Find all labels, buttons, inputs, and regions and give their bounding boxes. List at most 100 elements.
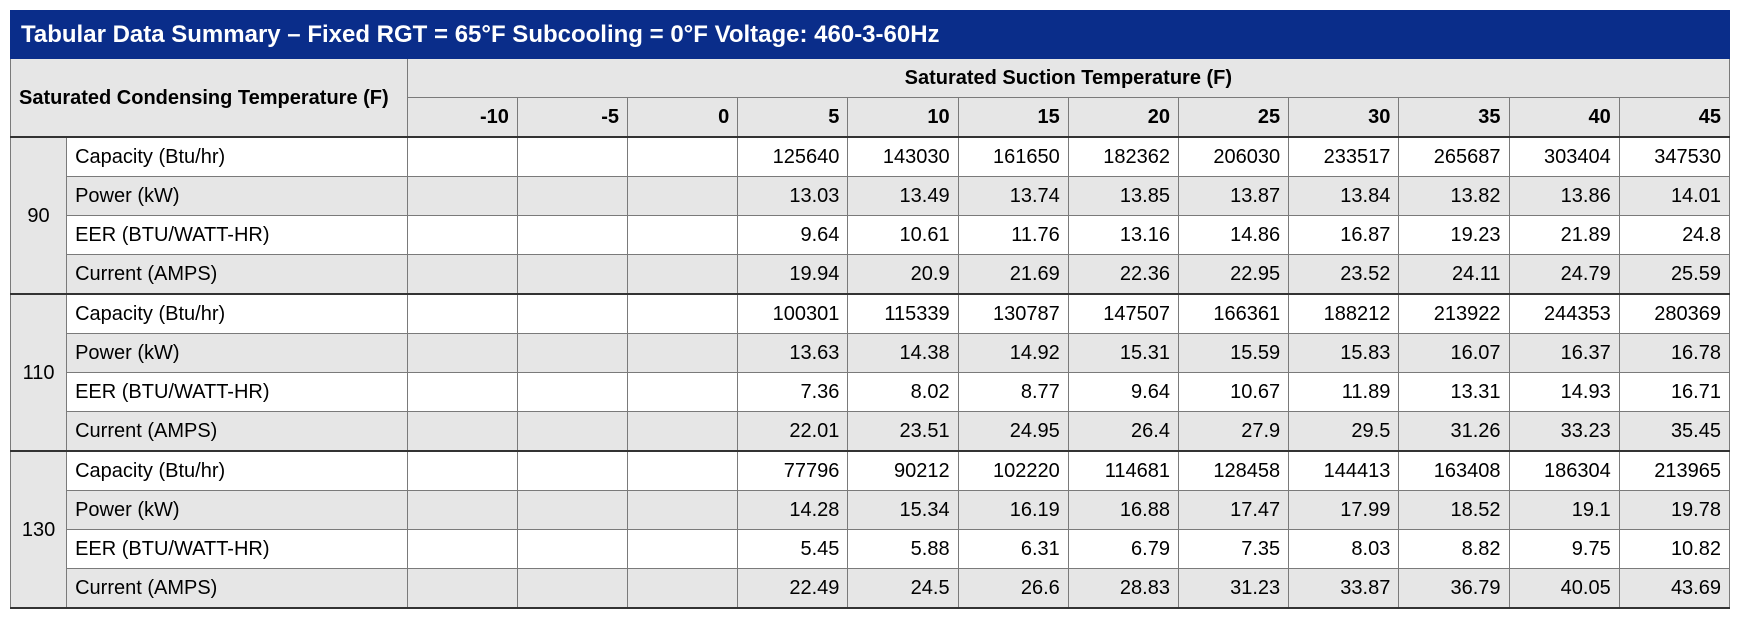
data-cell: 303404 bbox=[1509, 137, 1619, 177]
data-cell: 16.71 bbox=[1619, 373, 1729, 412]
data-cell: 14.28 bbox=[738, 491, 848, 530]
data-cell: 8.03 bbox=[1289, 530, 1399, 569]
metric-label: EER (BTU/WATT-HR) bbox=[67, 530, 408, 569]
data-cell: 8.77 bbox=[958, 373, 1068, 412]
data-cell: 15.31 bbox=[1068, 334, 1178, 373]
data-cell: 11.76 bbox=[958, 216, 1068, 255]
cond-temp-header: Saturated Condensing Temperature (F) bbox=[11, 59, 408, 138]
data-cell: 23.52 bbox=[1289, 255, 1399, 295]
data-cell: 144413 bbox=[1289, 451, 1399, 491]
suction-col-8: 30 bbox=[1289, 98, 1399, 138]
data-cell: 188212 bbox=[1289, 294, 1399, 334]
metric-label: Capacity (Btu/hr) bbox=[67, 137, 408, 177]
table-row: EER (BTU/WATT-HR)7.368.028.779.6410.6711… bbox=[11, 373, 1730, 412]
data-cell bbox=[407, 491, 517, 530]
metric-label: Current (AMPS) bbox=[67, 412, 408, 452]
data-cell: 244353 bbox=[1509, 294, 1619, 334]
data-cell: 24.8 bbox=[1619, 216, 1729, 255]
data-cell: 24.5 bbox=[848, 569, 958, 609]
metric-label: Capacity (Btu/hr) bbox=[67, 451, 408, 491]
data-cell bbox=[517, 451, 627, 491]
data-cell: 13.86 bbox=[1509, 177, 1619, 216]
data-cell: 182362 bbox=[1068, 137, 1178, 177]
table-row: EER (BTU/WATT-HR)5.455.886.316.797.358.0… bbox=[11, 530, 1730, 569]
suction-col-6: 20 bbox=[1068, 98, 1178, 138]
table-row: Power (kW)13.6314.3814.9215.3115.5915.83… bbox=[11, 334, 1730, 373]
table-row: EER (BTU/WATT-HR)9.6410.6111.7613.1614.8… bbox=[11, 216, 1730, 255]
data-cell: 14.93 bbox=[1509, 373, 1619, 412]
data-cell: 13.87 bbox=[1178, 177, 1288, 216]
data-cell: 100301 bbox=[738, 294, 848, 334]
data-cell: 17.47 bbox=[1178, 491, 1288, 530]
table-row: Power (kW)14.2815.3416.1916.8817.4717.99… bbox=[11, 491, 1730, 530]
data-cell: 22.01 bbox=[738, 412, 848, 452]
table-title: Tabular Data Summary – Fixed RGT = 65°F … bbox=[11, 11, 1730, 59]
data-cell bbox=[628, 137, 738, 177]
data-cell: 24.95 bbox=[958, 412, 1068, 452]
data-cell bbox=[517, 491, 627, 530]
suction-col-5: 15 bbox=[958, 98, 1068, 138]
data-cell bbox=[517, 216, 627, 255]
data-cell: 31.23 bbox=[1178, 569, 1288, 609]
data-cell: 15.34 bbox=[848, 491, 958, 530]
data-cell bbox=[407, 569, 517, 609]
metric-label: Current (AMPS) bbox=[67, 255, 408, 295]
data-cell: 128458 bbox=[1178, 451, 1288, 491]
data-cell: 5.45 bbox=[738, 530, 848, 569]
data-cell: 15.83 bbox=[1289, 334, 1399, 373]
data-cell bbox=[407, 255, 517, 295]
data-cell: 114681 bbox=[1068, 451, 1178, 491]
data-cell: 186304 bbox=[1509, 451, 1619, 491]
cond-temp-value: 130 bbox=[11, 451, 67, 608]
data-cell: 18.52 bbox=[1399, 491, 1509, 530]
data-cell: 347530 bbox=[1619, 137, 1729, 177]
data-cell bbox=[628, 255, 738, 295]
data-cell: 33.87 bbox=[1289, 569, 1399, 609]
data-cell: 14.86 bbox=[1178, 216, 1288, 255]
data-cell: 22.36 bbox=[1068, 255, 1178, 295]
data-cell: 11.89 bbox=[1289, 373, 1399, 412]
metric-label: Capacity (Btu/hr) bbox=[67, 294, 408, 334]
data-cell: 22.95 bbox=[1178, 255, 1288, 295]
data-cell: 31.26 bbox=[1399, 412, 1509, 452]
data-cell bbox=[628, 373, 738, 412]
table-row: 90Capacity (Btu/hr)125640143030161650182… bbox=[11, 137, 1730, 177]
data-cell: 7.35 bbox=[1178, 530, 1288, 569]
data-cell: 206030 bbox=[1178, 137, 1288, 177]
data-cell: 147507 bbox=[1068, 294, 1178, 334]
metric-label: Power (kW) bbox=[67, 334, 408, 373]
data-cell bbox=[517, 412, 627, 452]
table-row: 110Capacity (Btu/hr)10030111533913078714… bbox=[11, 294, 1730, 334]
data-cell: 213965 bbox=[1619, 451, 1729, 491]
data-cell: 90212 bbox=[848, 451, 958, 491]
data-cell: 24.79 bbox=[1509, 255, 1619, 295]
data-cell bbox=[407, 334, 517, 373]
suction-col-1: -5 bbox=[517, 98, 627, 138]
data-cell bbox=[407, 451, 517, 491]
data-cell bbox=[628, 491, 738, 530]
data-cell bbox=[628, 334, 738, 373]
data-table: Tabular Data Summary – Fixed RGT = 65°F … bbox=[10, 10, 1730, 609]
data-cell bbox=[407, 373, 517, 412]
data-cell bbox=[517, 569, 627, 609]
data-cell: 13.16 bbox=[1068, 216, 1178, 255]
data-cell: 6.31 bbox=[958, 530, 1068, 569]
data-cell bbox=[517, 137, 627, 177]
data-cell: 19.94 bbox=[738, 255, 848, 295]
data-cell: 115339 bbox=[848, 294, 958, 334]
table-row: Current (AMPS)22.4924.526.628.8331.2333.… bbox=[11, 569, 1730, 609]
metric-label: EER (BTU/WATT-HR) bbox=[67, 216, 408, 255]
cond-temp-value: 110 bbox=[11, 294, 67, 451]
data-cell: 280369 bbox=[1619, 294, 1729, 334]
data-cell bbox=[517, 255, 627, 295]
cond-temp-value: 90 bbox=[11, 137, 67, 294]
metric-label: EER (BTU/WATT-HR) bbox=[67, 373, 408, 412]
data-cell: 13.03 bbox=[738, 177, 848, 216]
data-cell: 25.59 bbox=[1619, 255, 1729, 295]
data-cell: 27.9 bbox=[1178, 412, 1288, 452]
data-cell: 163408 bbox=[1399, 451, 1509, 491]
data-cell: 130787 bbox=[958, 294, 1068, 334]
metric-label: Power (kW) bbox=[67, 177, 408, 216]
data-cell: 19.78 bbox=[1619, 491, 1729, 530]
data-cell: 125640 bbox=[738, 137, 848, 177]
